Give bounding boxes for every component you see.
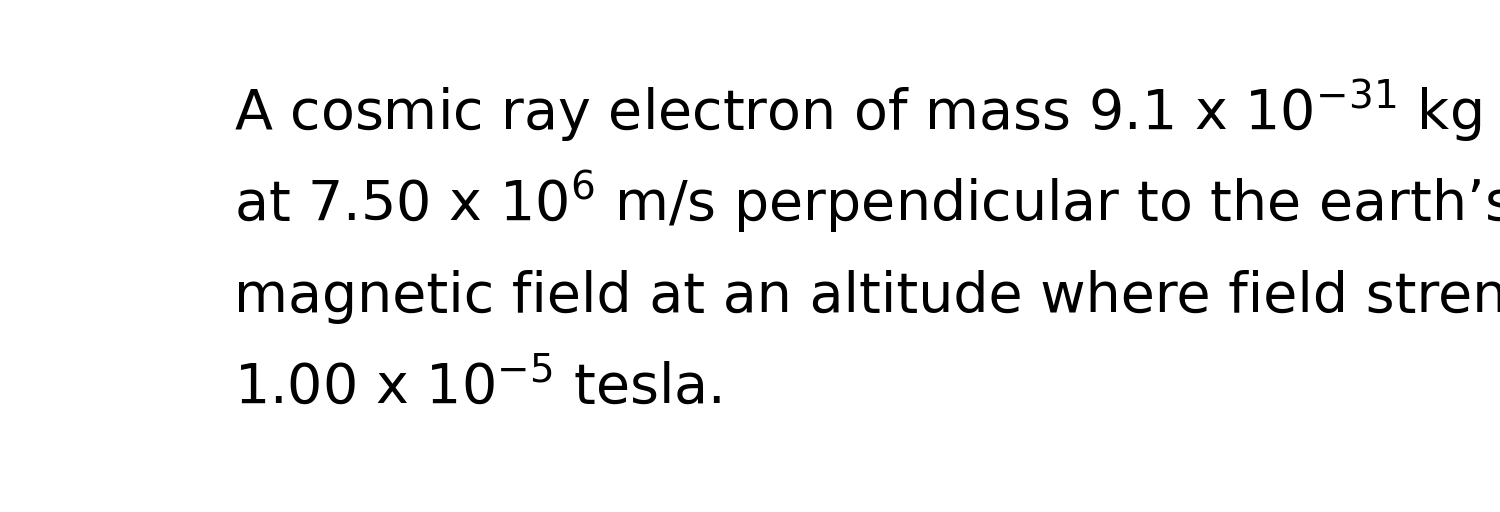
Text: A cosmic ray electron of mass 9.1 x 10$^{-31}$ kg moves: A cosmic ray electron of mass 9.1 x 10$^… bbox=[234, 78, 1500, 145]
Text: at 7.50 x 10$^{6}$ m/s perpendicular to the earth’s: at 7.50 x 10$^{6}$ m/s perpendicular to … bbox=[234, 168, 1500, 236]
Text: magnetic field at an altitude where field strength is: magnetic field at an altitude where fiel… bbox=[234, 270, 1500, 324]
Text: 1.00 x 10$^{-5}$ tesla.: 1.00 x 10$^{-5}$ tesla. bbox=[234, 359, 722, 414]
